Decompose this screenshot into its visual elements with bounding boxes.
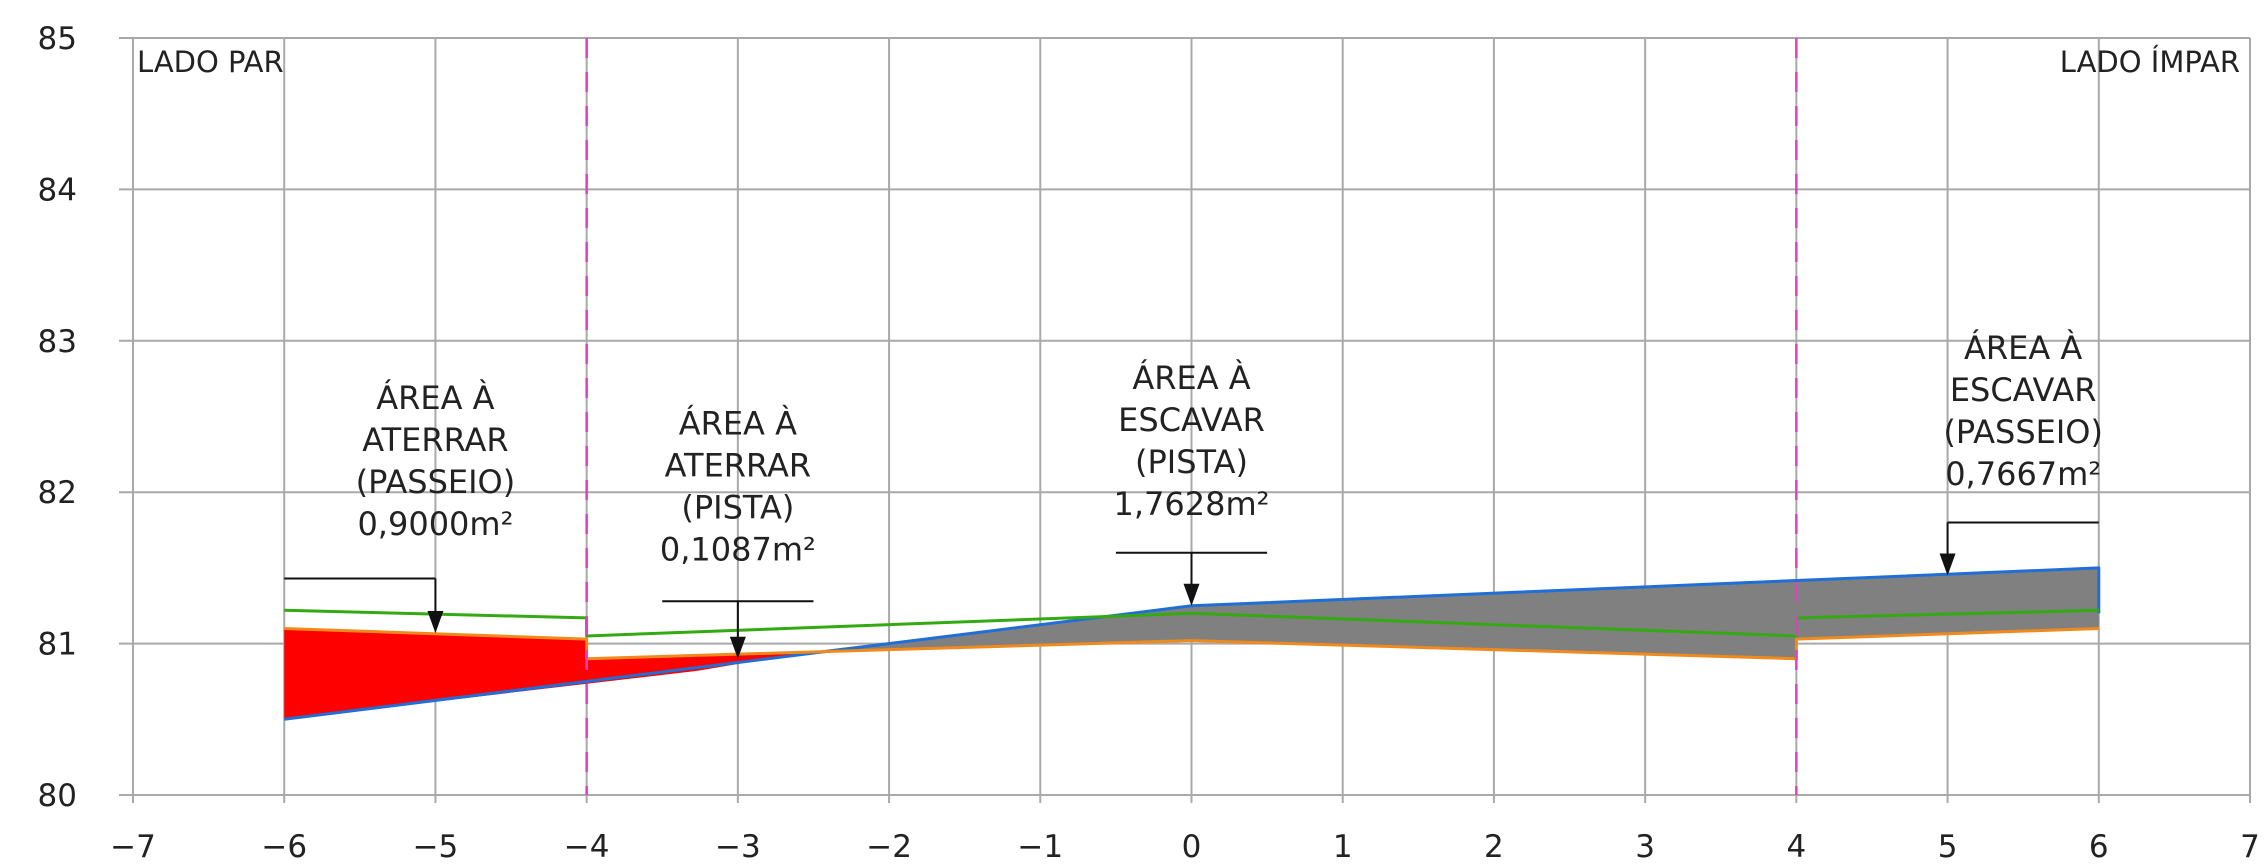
x-tick-label: 0 [1182, 829, 1202, 865]
annotation-text: (PASSEIO) [356, 463, 516, 501]
annotation-text: (PISTA) [681, 489, 794, 527]
grid [119, 37, 2251, 803]
fill-area [284, 628, 814, 720]
annotation-text: (PASSEIO) [1943, 413, 2103, 451]
x-tick-label: 2 [1484, 829, 1504, 865]
arrow-head-icon [427, 611, 444, 634]
x-tick-label: 3 [1635, 829, 1655, 865]
x-tick-label: −5 [413, 829, 459, 865]
right-side-label: LADO ÍMPAR [2060, 45, 2240, 79]
y-tick-label: 82 [38, 475, 77, 511]
profile-line [284, 566, 2101, 721]
annotation-text: ÁREA À [1132, 359, 1250, 397]
annotation-text: ATERRAR [665, 447, 811, 485]
annotation-text: ÁREA À [679, 405, 797, 443]
annotation-text: 0,1087m² [660, 531, 816, 569]
y-tick-label: 83 [38, 324, 77, 360]
section-lines [585, 38, 1798, 795]
x-tick-label: −6 [261, 829, 307, 865]
annotation-text: (PISTA) [1135, 443, 1248, 481]
y-tick-label: 85 [38, 21, 77, 57]
x-tick-label: 6 [2089, 829, 2109, 865]
annotation-text: 1,7628m² [1114, 485, 1270, 523]
area-annotation: ÁREA À ESCAVAR (PISTA) 1,7628m² [1114, 359, 1270, 606]
arrow-head-icon [729, 636, 746, 659]
x-tick-label: 5 [1938, 829, 1958, 865]
profile-line [284, 627, 2099, 661]
x-tick-label: −1 [1017, 829, 1063, 865]
x-tick-label: 1 [1333, 829, 1353, 865]
annotation-text: ESCAVAR [1950, 371, 2097, 409]
annotation-text: ESCAVAR [1118, 401, 1265, 439]
annotations: ÁREA À ATERRAR (PASSEIO) 0,9000m² ÁREA À ATER… [284, 329, 2103, 659]
annotation-text: ÁREA À [1964, 329, 2082, 367]
annotation-text: 0,9000m² [357, 505, 513, 543]
x-tick-label: −4 [564, 829, 610, 865]
x-tick-label: −2 [866, 829, 912, 865]
x-tick-label: 7 [2240, 829, 2260, 865]
arrow-head-icon [1183, 583, 1200, 606]
area-annotation: ÁREA À ESCAVAR (PASSEIO) 0,7667m² [1939, 329, 2103, 576]
arrow-head-icon [1939, 553, 1956, 576]
x-tick-label: 4 [1786, 829, 1806, 865]
area-annotation: ÁREA À ATERRAR (PISTA) 0,1087m² [660, 405, 816, 659]
y-tick-label: 80 [38, 778, 77, 814]
x-tick-label: −3 [715, 829, 761, 865]
left-side-label: LADO PAR [137, 45, 284, 79]
annotation-text: 0,7667m² [1945, 455, 2101, 493]
tick-labels: −7 −6 −5 −4 −3 −2 −1 0 1 2 3 4 5 6 7 80 81 82 83 84 85 [38, 21, 2260, 865]
y-tick-label: 81 [38, 627, 77, 663]
x-tick-label: −7 [110, 829, 156, 865]
area-annotation: ÁREA À ATERRAR (PASSEIO) 0,9000m² [284, 379, 516, 634]
y-tick-label: 84 [38, 172, 77, 208]
annotation-text: ATERRAR [362, 421, 508, 459]
annotation-text: ÁREA À [376, 379, 494, 417]
